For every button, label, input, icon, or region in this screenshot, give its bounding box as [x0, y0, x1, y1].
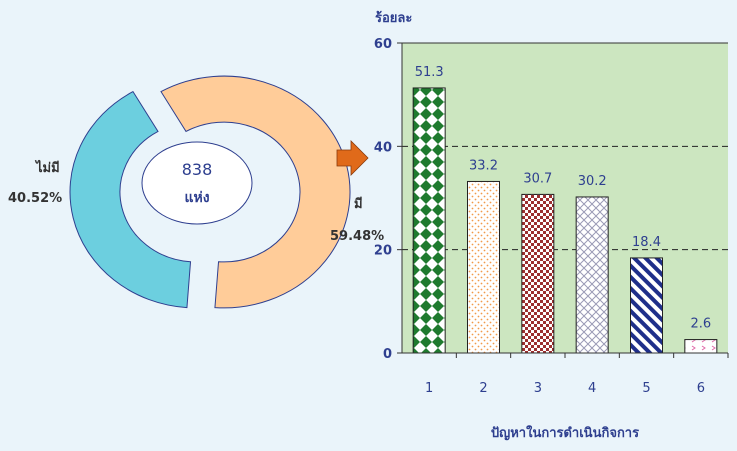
y-tick-label: 0	[383, 347, 392, 362]
x-axis-ticks: 1 2 3 4 5 6	[425, 353, 729, 396]
grid-lines	[402, 42, 728, 251]
slice-label-none: ไม่มี	[34, 159, 60, 176]
bar-1	[412, 87, 446, 354]
y-axis-title: ร้อยละ	[375, 10, 412, 26]
x-tick-label-4: 4	[588, 381, 596, 396]
right-arrow-icon	[336, 140, 369, 176]
bar-2	[467, 180, 500, 354]
x-tick-label-3: 3	[534, 381, 542, 396]
donut-chart	[69, 75, 351, 309]
value-label-2: 33.2	[469, 158, 498, 173]
y-tick-label: 20	[374, 244, 392, 259]
donut-center-unit: แห่ง	[184, 190, 209, 206]
x-tick-label-6: 6	[697, 381, 705, 396]
y-tick-label: 40	[374, 140, 392, 155]
value-labels: 51.3 33.2 30.7 30.2 18.4 2.6	[415, 65, 711, 332]
value-label-1: 51.3	[415, 65, 444, 80]
slice-pct-have: 59.48%	[330, 229, 384, 244]
pie-slice-none	[69, 90, 192, 309]
x-tick-label-1: 1	[425, 381, 433, 396]
value-label-3: 30.7	[523, 171, 552, 186]
y-tick-label: 60	[374, 37, 392, 52]
x-axis-title: ปัญหาในการดำเนินกิจการ	[491, 424, 639, 441]
bar-4	[575, 196, 609, 354]
slice-label-have: มี	[354, 196, 363, 212]
pie-slice-have	[160, 75, 351, 309]
value-label-4: 30.2	[578, 174, 607, 189]
x-tick-label-2: 2	[479, 381, 487, 396]
y-axis-ticks: 0 20 40 60	[374, 37, 402, 362]
bar-3	[521, 193, 555, 354]
bar-series	[412, 87, 718, 354]
donut-center-value: 838	[182, 160, 213, 179]
x-tick-label-5: 5	[642, 381, 650, 396]
value-label-5: 18.4	[632, 235, 661, 250]
value-label-6: 2.6	[690, 317, 711, 332]
donut-hole	[141, 141, 253, 225]
bar-6	[684, 339, 718, 354]
bar-5	[630, 257, 663, 354]
plot-area	[402, 43, 728, 353]
slice-pct-none: 40.52%	[8, 191, 62, 206]
